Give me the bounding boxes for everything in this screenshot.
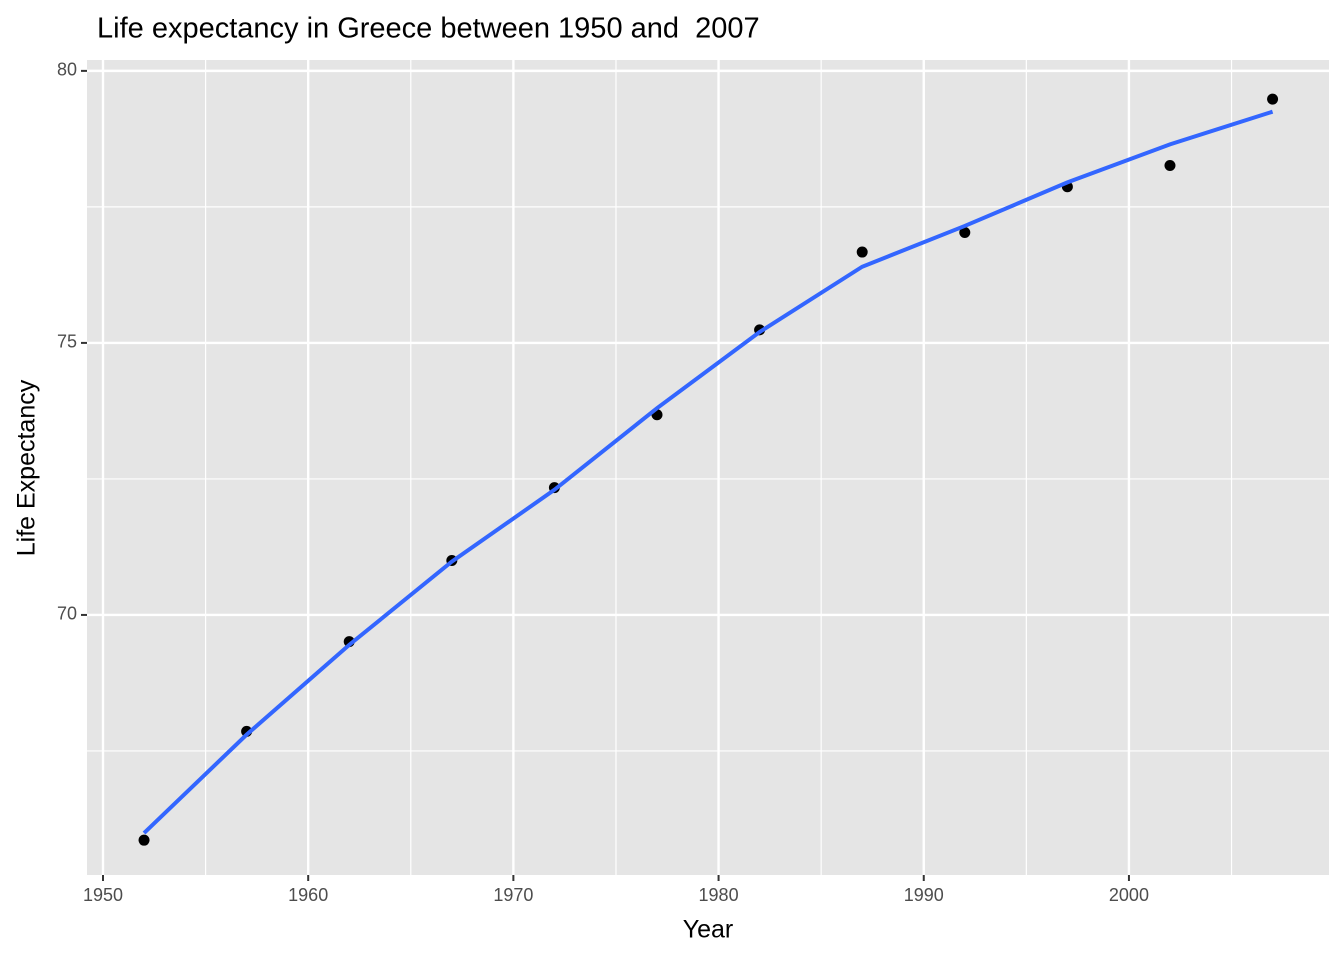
x-tick-label: 2000 (1109, 885, 1149, 905)
chart-title: Life expectancy in Greece between 1950 a… (97, 13, 760, 45)
point (856, 246, 868, 258)
y-tick-label: 80 (57, 60, 77, 80)
smooth-line (142, 109, 1274, 835)
x-tick-label: 1990 (904, 885, 944, 905)
point (1164, 160, 1176, 172)
point (1267, 93, 1279, 105)
panel (87, 60, 1329, 875)
x-tick-label: 1970 (493, 885, 533, 905)
y-tick-label: 75 (57, 332, 77, 352)
point (959, 226, 971, 238)
x-tick-label: 1950 (83, 885, 123, 905)
x-tick-label: 1980 (699, 885, 739, 905)
point (138, 834, 150, 846)
x-tick-label: 1960 (288, 885, 328, 905)
y-tick-label: 70 (57, 604, 77, 624)
y-axis-title: Life Expectancy (13, 379, 41, 556)
x-axis-title: Year (683, 916, 734, 944)
